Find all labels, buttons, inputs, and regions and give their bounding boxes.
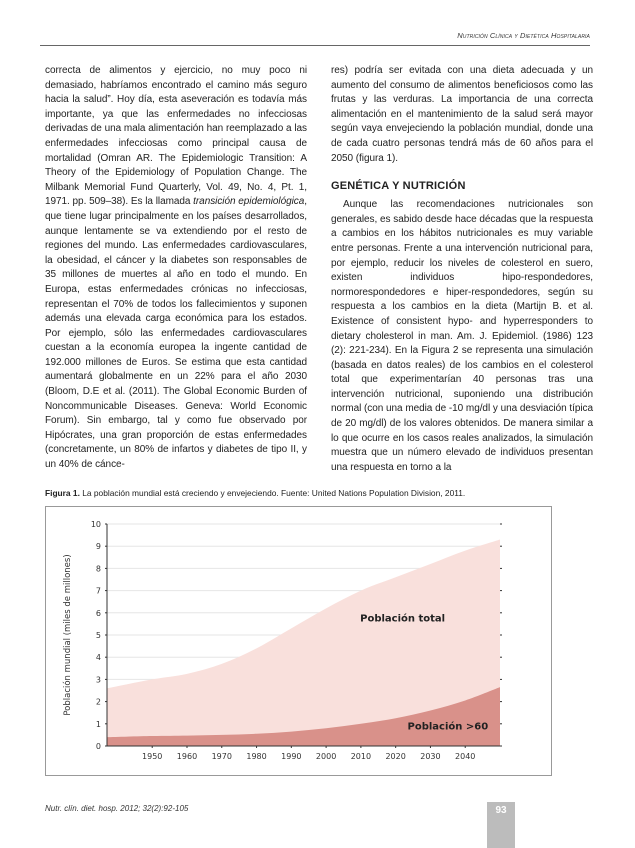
paragraph: Aunque las recomendaciones nutricionales…	[331, 199, 593, 473]
series-label-over60: Población >60	[408, 720, 489, 732]
figure-label: Figura 1.	[45, 488, 80, 498]
area-series-over60	[107, 687, 500, 746]
y-tick-label: 7	[96, 587, 101, 596]
population-chart: 0 1 2 3 4 5 6 7 8 9 10 1950 1960 1970 1980 1990 2000 2010…	[62, 520, 502, 761]
y-tick-label: 1	[96, 720, 101, 729]
y-tick-label: 2	[96, 698, 101, 707]
y-tick-label: 9	[96, 542, 101, 551]
figure-caption: Figura 1. La población mundial está crec…	[45, 488, 465, 498]
paragraph: res) podría ser evitada con una dieta ad…	[331, 65, 593, 164]
x-tick-label: 2020	[385, 752, 405, 761]
x-tick-label: 1970	[212, 752, 232, 761]
figure-frame: 0 1 2 3 4 5 6 7 8 9 10 1950 1960 1970 1980 1990 2000 2010…	[45, 506, 552, 776]
y-tick-label: 4	[96, 653, 101, 662]
y-tick-label: 3	[96, 675, 101, 684]
footer-citation: Nutr. clín. diet. hosp. 2012; 32(2):92-1…	[45, 804, 189, 813]
x-tick-label: 1950	[142, 752, 162, 761]
x-tick-label: 2000	[316, 752, 336, 761]
y-tick-label: 8	[96, 564, 101, 573]
right-column: res) podría ser evitada con una dieta ad…	[331, 64, 593, 475]
y-tick-label: 0	[96, 742, 101, 751]
section-heading: GENÉTICA Y NUTRICIÓN	[331, 180, 466, 193]
x-tick-label: 1960	[177, 752, 197, 761]
x-tick-label: 2010	[351, 752, 371, 761]
series-label-total: Población total	[360, 613, 445, 625]
y-tick-label: 5	[96, 631, 101, 640]
x-tick-label: 1980	[246, 752, 266, 761]
area-series-total	[107, 539, 500, 746]
italic-term: transición epidemiológica	[193, 196, 305, 208]
y-tick-label: 10	[91, 520, 101, 529]
text: , que tiene lugar principalmente en los …	[45, 196, 307, 471]
page-number: 93	[487, 802, 515, 848]
running-head: Nutrición Clínica y Dietética Hospitalar…	[457, 31, 590, 40]
paragraph: correcta de alimentos y ejercicio, no mu…	[45, 64, 307, 473]
y-tick-label: 6	[96, 609, 101, 618]
x-tick-label: 1990	[281, 752, 301, 761]
left-column: correcta de alimentos y ejercicio, no mu…	[45, 64, 307, 473]
x-tick-label: 2030	[420, 752, 440, 761]
text: correcta de alimentos y ejercicio, no mu…	[45, 65, 307, 208]
y-axis-label: Población mundial (miles de millones)	[62, 554, 73, 715]
header-rule	[40, 45, 590, 46]
x-tick-label: 2040	[455, 752, 475, 761]
caption-text: La población mundial está creciendo y en…	[79, 488, 466, 498]
